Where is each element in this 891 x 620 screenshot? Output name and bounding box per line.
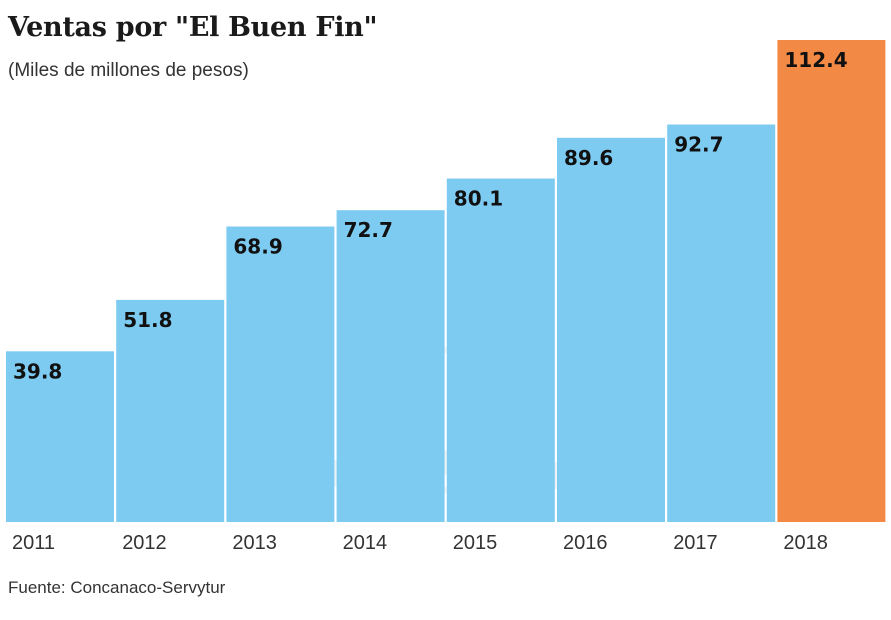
data-label-2014: 72.7 <box>344 218 393 242</box>
data-label-2017: 92.7 <box>674 133 723 157</box>
bar-2017 <box>667 124 776 522</box>
data-label-2013: 68.9 <box>233 235 282 259</box>
x-tick-2013: 2013 <box>232 532 277 554</box>
x-tick-2017: 2017 <box>673 532 718 554</box>
x-tick-2011: 2011 <box>12 532 55 554</box>
data-label-2016: 89.6 <box>564 146 613 170</box>
x-tick-2016: 2016 <box>563 532 608 554</box>
data-label-2018: 112.4 <box>784 48 847 72</box>
chart-source: Fuente: Concanaco-Servytur <box>8 578 226 597</box>
x-tick-2012: 2012 <box>122 532 167 554</box>
bar-2016 <box>557 137 665 523</box>
bar-2011 <box>6 351 114 522</box>
bar-2018 <box>777 40 886 522</box>
bar-2015 <box>446 178 555 522</box>
bar-2014 <box>336 210 445 522</box>
x-tick-2015: 2015 <box>453 532 498 554</box>
bar-2012 <box>116 299 225 522</box>
x-tick-2014: 2014 <box>343 532 388 554</box>
data-label-2011: 39.8 <box>13 359 62 383</box>
data-label-2015: 80.1 <box>454 187 503 211</box>
bar-2013 <box>226 226 335 522</box>
x-tick-2018: 2018 <box>783 532 828 554</box>
chart-title: Ventas por "El Buen Fin" <box>8 12 378 43</box>
chart-subtitle: (Miles de millones de pesos) <box>8 60 249 81</box>
data-label-2012: 51.8 <box>123 308 172 332</box>
